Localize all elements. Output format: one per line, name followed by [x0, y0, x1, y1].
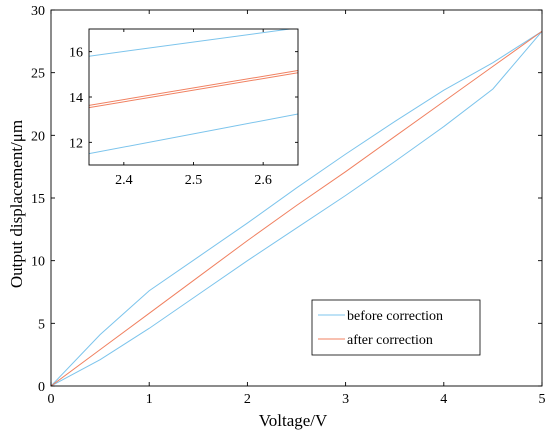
main-x-tick-label: 5 [539, 392, 546, 407]
inset-y-tick-label: 12 [69, 136, 83, 151]
main-y-tick-label: 0 [38, 380, 45, 395]
legend-label-before-correction: before correction [347, 309, 443, 324]
inset-y-tick-label: 14 [69, 91, 83, 106]
inset-series-group [89, 29, 298, 155]
main-series-line-0 [51, 30, 542, 386]
y-axis-label: Output displacement/μm [7, 120, 26, 288]
inset-x-tick-label: 2.6 [254, 173, 272, 188]
main-series-line-1 [51, 30, 542, 386]
inset-series-line-2 [89, 72, 298, 109]
inset-series-line-1 [89, 113, 298, 155]
main-y-tick-label: 20 [31, 129, 45, 144]
main-y-tick-label: 5 [38, 317, 45, 332]
legend: before correction after correction [311, 299, 481, 356]
main-x-tick-label: 0 [48, 392, 55, 407]
legend-box [311, 299, 481, 356]
main-x-tick-label: 3 [342, 392, 349, 407]
main-y-tick-label: 25 [31, 67, 45, 82]
inset-series-line-0 [89, 29, 294, 57]
inset-y-tick-label: 16 [69, 46, 83, 61]
main-y-tick-label: 30 [31, 4, 45, 19]
main-x-tick-label: 1 [146, 392, 153, 407]
main-y-tick-label: 15 [31, 192, 45, 207]
inset-x-tick-label: 2.5 [185, 173, 203, 188]
main-x-tick-label: 2 [244, 392, 251, 407]
legend-label-after-correction: after correction [347, 333, 433, 348]
x-axis-label: Voltage/V [259, 411, 328, 430]
inset-plot-background [89, 29, 298, 165]
main-y-tick-label: 10 [31, 255, 45, 270]
inset-series-line-3 [89, 69, 298, 106]
inset-x-tick-label: 2.4 [115, 173, 133, 188]
main-x-tick-label: 4 [440, 392, 447, 407]
main-series-group [51, 30, 542, 386]
inset-plot: 2.4 2.5 2.6 12 14 16 [69, 28, 299, 188]
